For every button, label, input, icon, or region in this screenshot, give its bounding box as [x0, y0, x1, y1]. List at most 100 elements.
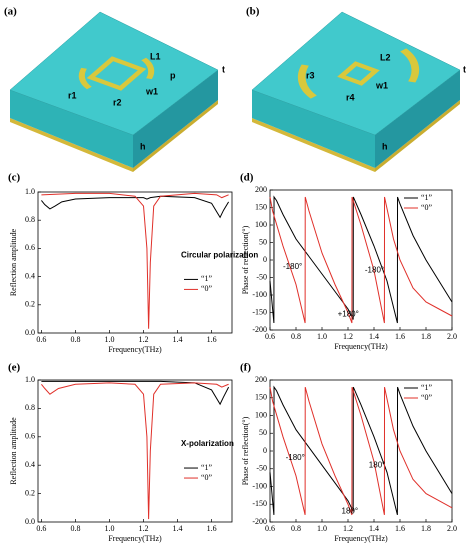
side-face	[133, 70, 218, 168]
dim-label: r3	[306, 70, 315, 80]
gold-layer	[133, 100, 218, 172]
y-tick-label: 1.0	[25, 375, 35, 384]
x-tick-label: 1.0	[104, 524, 114, 533]
x-tick-label: 1.4	[369, 524, 379, 533]
annotation: +180°	[338, 309, 359, 318]
series-line	[269, 385, 453, 516]
y-axis-label: Reflection amplitude	[9, 417, 18, 485]
x-tick-label: 0.6	[265, 332, 275, 341]
arc	[141, 57, 155, 80]
y-tick-label: -50	[256, 464, 267, 473]
x-tick-label: 0.8	[291, 332, 301, 341]
series-line	[41, 382, 229, 520]
annotation: 180°	[342, 506, 359, 515]
x-tick-label: 0.8	[291, 524, 301, 533]
y-tick-label: 150	[255, 393, 267, 402]
x-tick-label: 2.0	[447, 524, 457, 533]
y-tick-label: 0.2	[25, 488, 35, 497]
y-axis-label: Phase of reflection(°)	[241, 225, 250, 294]
y-axis-label: Phase of reflection(°)	[241, 416, 250, 485]
y-tick-label: -100	[252, 481, 267, 490]
x-axis-label: Frequency(THz)	[108, 534, 162, 543]
y-tick-label: -200	[252, 517, 267, 526]
x-axis-label: Frequency(THz)	[334, 534, 388, 543]
y-tick-label: 200	[255, 375, 267, 384]
panel-label: (d)	[240, 172, 254, 184]
series-line	[269, 195, 453, 324]
y-tick-label: 0.4	[25, 460, 35, 469]
annotation: Circular polarization	[181, 251, 258, 260]
dim-label: L1	[150, 51, 161, 61]
y-tick-label: 0.0	[25, 517, 35, 526]
dim-label: r1	[68, 90, 77, 100]
side-face	[375, 70, 460, 168]
side-face	[10, 90, 133, 168]
x-tick-label: 0.6	[36, 524, 46, 533]
y-tick-label: 0.6	[25, 243, 35, 252]
dim-label: L2	[380, 52, 391, 62]
x-tick-label: 1.2	[343, 524, 353, 533]
legend-label: “1”	[421, 193, 433, 202]
diagram-b: (b) r3 r4 L2 w1 t h	[246, 6, 466, 172]
top-face	[251, 11, 461, 136]
arc	[297, 64, 317, 99]
x-tick-label: 1.2	[343, 332, 353, 341]
series-line	[269, 196, 453, 324]
x-tick-label: 1.4	[173, 335, 183, 344]
x-tick-label: 0.8	[70, 335, 80, 344]
x-tick-label: 1.2	[139, 524, 149, 533]
y-tick-label: 0.8	[25, 403, 35, 412]
y-tick-label: 1.0	[25, 187, 35, 196]
dim-label: h	[382, 141, 388, 151]
legend-label: “0”	[421, 393, 433, 402]
x-tick-label: 1.6	[207, 524, 217, 533]
square-ring	[337, 61, 380, 86]
y-tick-label: 0.6	[25, 432, 35, 441]
dim-label: r4	[346, 92, 355, 102]
y-tick-label: 50	[259, 237, 267, 246]
legend-label: “0”	[201, 473, 213, 482]
panel-label: (f)	[240, 362, 251, 374]
annotation: -180°	[283, 262, 302, 271]
y-tick-label: -50	[256, 272, 267, 281]
x-tick-label: 1.0	[317, 524, 327, 533]
annotation: X-polarization	[181, 439, 234, 448]
y-tick-label: 0.4	[25, 271, 35, 280]
x-tick-label: 1.6	[395, 524, 405, 533]
side-face	[252, 90, 375, 168]
dim-label: w1	[145, 86, 158, 96]
x-tick-label: 1.0	[317, 332, 327, 341]
legend-label: “1”	[201, 463, 213, 472]
x-tick-label: 1.4	[173, 524, 183, 533]
panel-label: (a)	[4, 6, 17, 18]
x-tick-label: 1.8	[421, 524, 431, 533]
x-tick-label: 0.8	[70, 524, 80, 533]
x-tick-label: 1.2	[139, 335, 149, 344]
plot-frame	[37, 379, 233, 523]
y-tick-label: 0.0	[25, 328, 35, 337]
diagram-a: (a) r1 r2 L1 w1 p t h	[4, 6, 225, 172]
series-line	[269, 386, 453, 516]
arc	[400, 48, 420, 83]
top-face	[9, 11, 219, 136]
y-tick-label: 100	[255, 220, 267, 229]
gold-layer	[375, 100, 460, 172]
x-tick-label: 1.6	[207, 335, 217, 344]
annotation: -180°	[365, 266, 384, 275]
annotation: -180°	[286, 453, 305, 462]
x-tick-label: 1.8	[421, 332, 431, 341]
series-line	[41, 195, 230, 219]
dim-label: h	[140, 141, 146, 151]
x-tick-label: 1.6	[395, 332, 405, 341]
legend-label: “1”	[201, 274, 213, 283]
dim-label: p	[170, 70, 176, 80]
pattern	[78, 56, 155, 91]
x-axis-label: Frequency(THz)	[108, 345, 162, 354]
dim-label: w1	[375, 80, 388, 90]
dim-label: r2	[113, 97, 122, 107]
arc	[78, 67, 92, 90]
dim-label: t	[222, 64, 225, 74]
x-tick-label: 0.6	[265, 524, 275, 533]
y-tick-label: -200	[252, 325, 267, 334]
